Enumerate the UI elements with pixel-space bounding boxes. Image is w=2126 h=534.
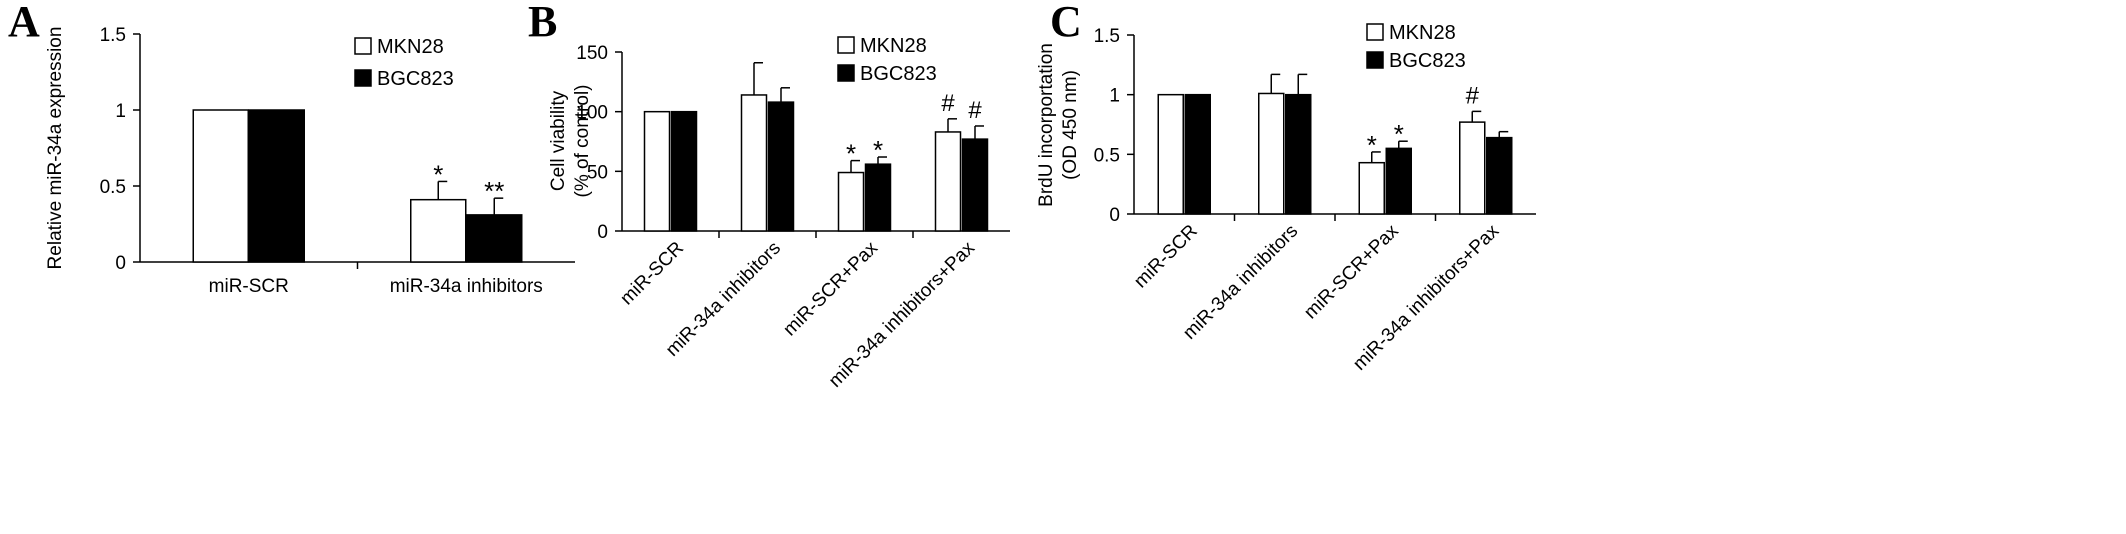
- y-tick-label: 50: [587, 162, 608, 183]
- significance-mark: #: [941, 90, 955, 117]
- bar-mkn28: [1459, 121, 1486, 215]
- x-tick-label: miR-SCR+Pax: [1300, 220, 1403, 323]
- bar-bgc823: [248, 109, 305, 263]
- legend-label: MKN28: [860, 35, 927, 57]
- significance-mark: *: [846, 139, 856, 169]
- legend-swatch-mkn28: [354, 37, 372, 55]
- bar-bgc823: [961, 138, 989, 232]
- legend-label: BGC823: [860, 63, 937, 85]
- bar-bgc823: [767, 101, 795, 232]
- bar-mkn28: [1157, 93, 1184, 215]
- panel-letter: A: [8, 0, 40, 46]
- legend-label: BGC823: [1389, 50, 1466, 72]
- bar-bgc823: [670, 110, 698, 232]
- y-tick-label: 1: [115, 101, 126, 122]
- bar-bgc823: [864, 163, 892, 232]
- x-tick-label: miR-SCR: [1130, 221, 1202, 293]
- bar-mkn28: [1358, 161, 1385, 215]
- bar-bgc823: [1285, 93, 1312, 215]
- legend-swatch-bgc823: [837, 64, 855, 82]
- bar-mkn28: [934, 131, 962, 232]
- significance-mark: #: [1466, 82, 1480, 109]
- significance-mark: *: [433, 159, 443, 189]
- legend-swatch-bgc823: [1366, 51, 1384, 69]
- y-tick-label: 0.5: [100, 177, 126, 198]
- y-axis-label: Relative miR-34a expression: [45, 27, 66, 270]
- bar-bgc823: [1184, 93, 1211, 215]
- y-tick-label: 1.5: [100, 25, 126, 46]
- x-tick-label: miR-SCR+Pax: [779, 237, 882, 340]
- bar-bgc823: [466, 214, 523, 263]
- bar-mkn28: [837, 171, 865, 232]
- x-tick-label: miR-34a inhibitors: [390, 276, 543, 297]
- y-tick-label: 0.5: [1094, 145, 1120, 166]
- significance-mark: #: [968, 97, 982, 124]
- y-tick-label: 0: [597, 222, 608, 243]
- y-axis-label: BrdU incorportation (OD 450 nm): [1036, 43, 1081, 207]
- legend-label: MKN28: [377, 36, 444, 58]
- legend-swatch-mkn28: [837, 36, 855, 54]
- bar-mkn28: [1258, 92, 1285, 215]
- chart-panel-a: A 0 0.5 1 1.5 Relative miR-34a expression miR-…: [8, 0, 575, 297]
- significance-mark: *: [1394, 119, 1404, 149]
- bar-bgc823: [1385, 147, 1412, 215]
- y-tick-label: 150: [576, 43, 608, 64]
- y-axis-label-line: (OD 450 nm): [1060, 70, 1081, 180]
- bar-mkn28: [740, 94, 768, 232]
- panel-letter: C: [1050, 0, 1082, 46]
- y-axis-label: Cell viability (% of control): [548, 85, 593, 198]
- significance-mark: *: [873, 135, 883, 165]
- y-axis-label-line: Relative miR-34a expression: [45, 27, 66, 270]
- significance-mark: **: [484, 176, 504, 206]
- bar-mkn28: [410, 198, 467, 263]
- y-tick-label: 0: [115, 253, 126, 274]
- y-tick-label: 1.5: [1094, 26, 1120, 47]
- chart-panel-b: B 0 50 100 150 Cell viability (% of control) mi…: [528, 0, 1010, 392]
- bar-mkn28: [643, 110, 671, 232]
- x-tick-label: miR-SCR: [209, 276, 289, 297]
- bar-bgc823: [1486, 136, 1513, 215]
- y-tick-label: 0: [1109, 205, 1120, 226]
- bar-mkn28: [192, 109, 249, 263]
- panel-letter: B: [528, 0, 557, 46]
- x-tick-label: miR-SCR: [616, 238, 688, 310]
- y-tick-label: 100: [576, 103, 608, 124]
- y-tick-label: 1: [1109, 86, 1120, 107]
- legend-swatch-bgc823: [354, 69, 372, 87]
- y-axis-label-line: Cell viability: [548, 90, 569, 191]
- y-axis-label-line: (% of control): [572, 85, 593, 198]
- chart-panel-c: C 0 0.5 1 1.5 BrdU incorportation (OD 450 nm) m…: [1036, 0, 1536, 375]
- significance-mark: *: [1367, 130, 1377, 160]
- legend-label: BGC823: [377, 68, 454, 90]
- y-axis-label-line: BrdU incorportation: [1036, 43, 1057, 207]
- legend-swatch-mkn28: [1366, 23, 1384, 41]
- legend-label: MKN28: [1389, 22, 1456, 44]
